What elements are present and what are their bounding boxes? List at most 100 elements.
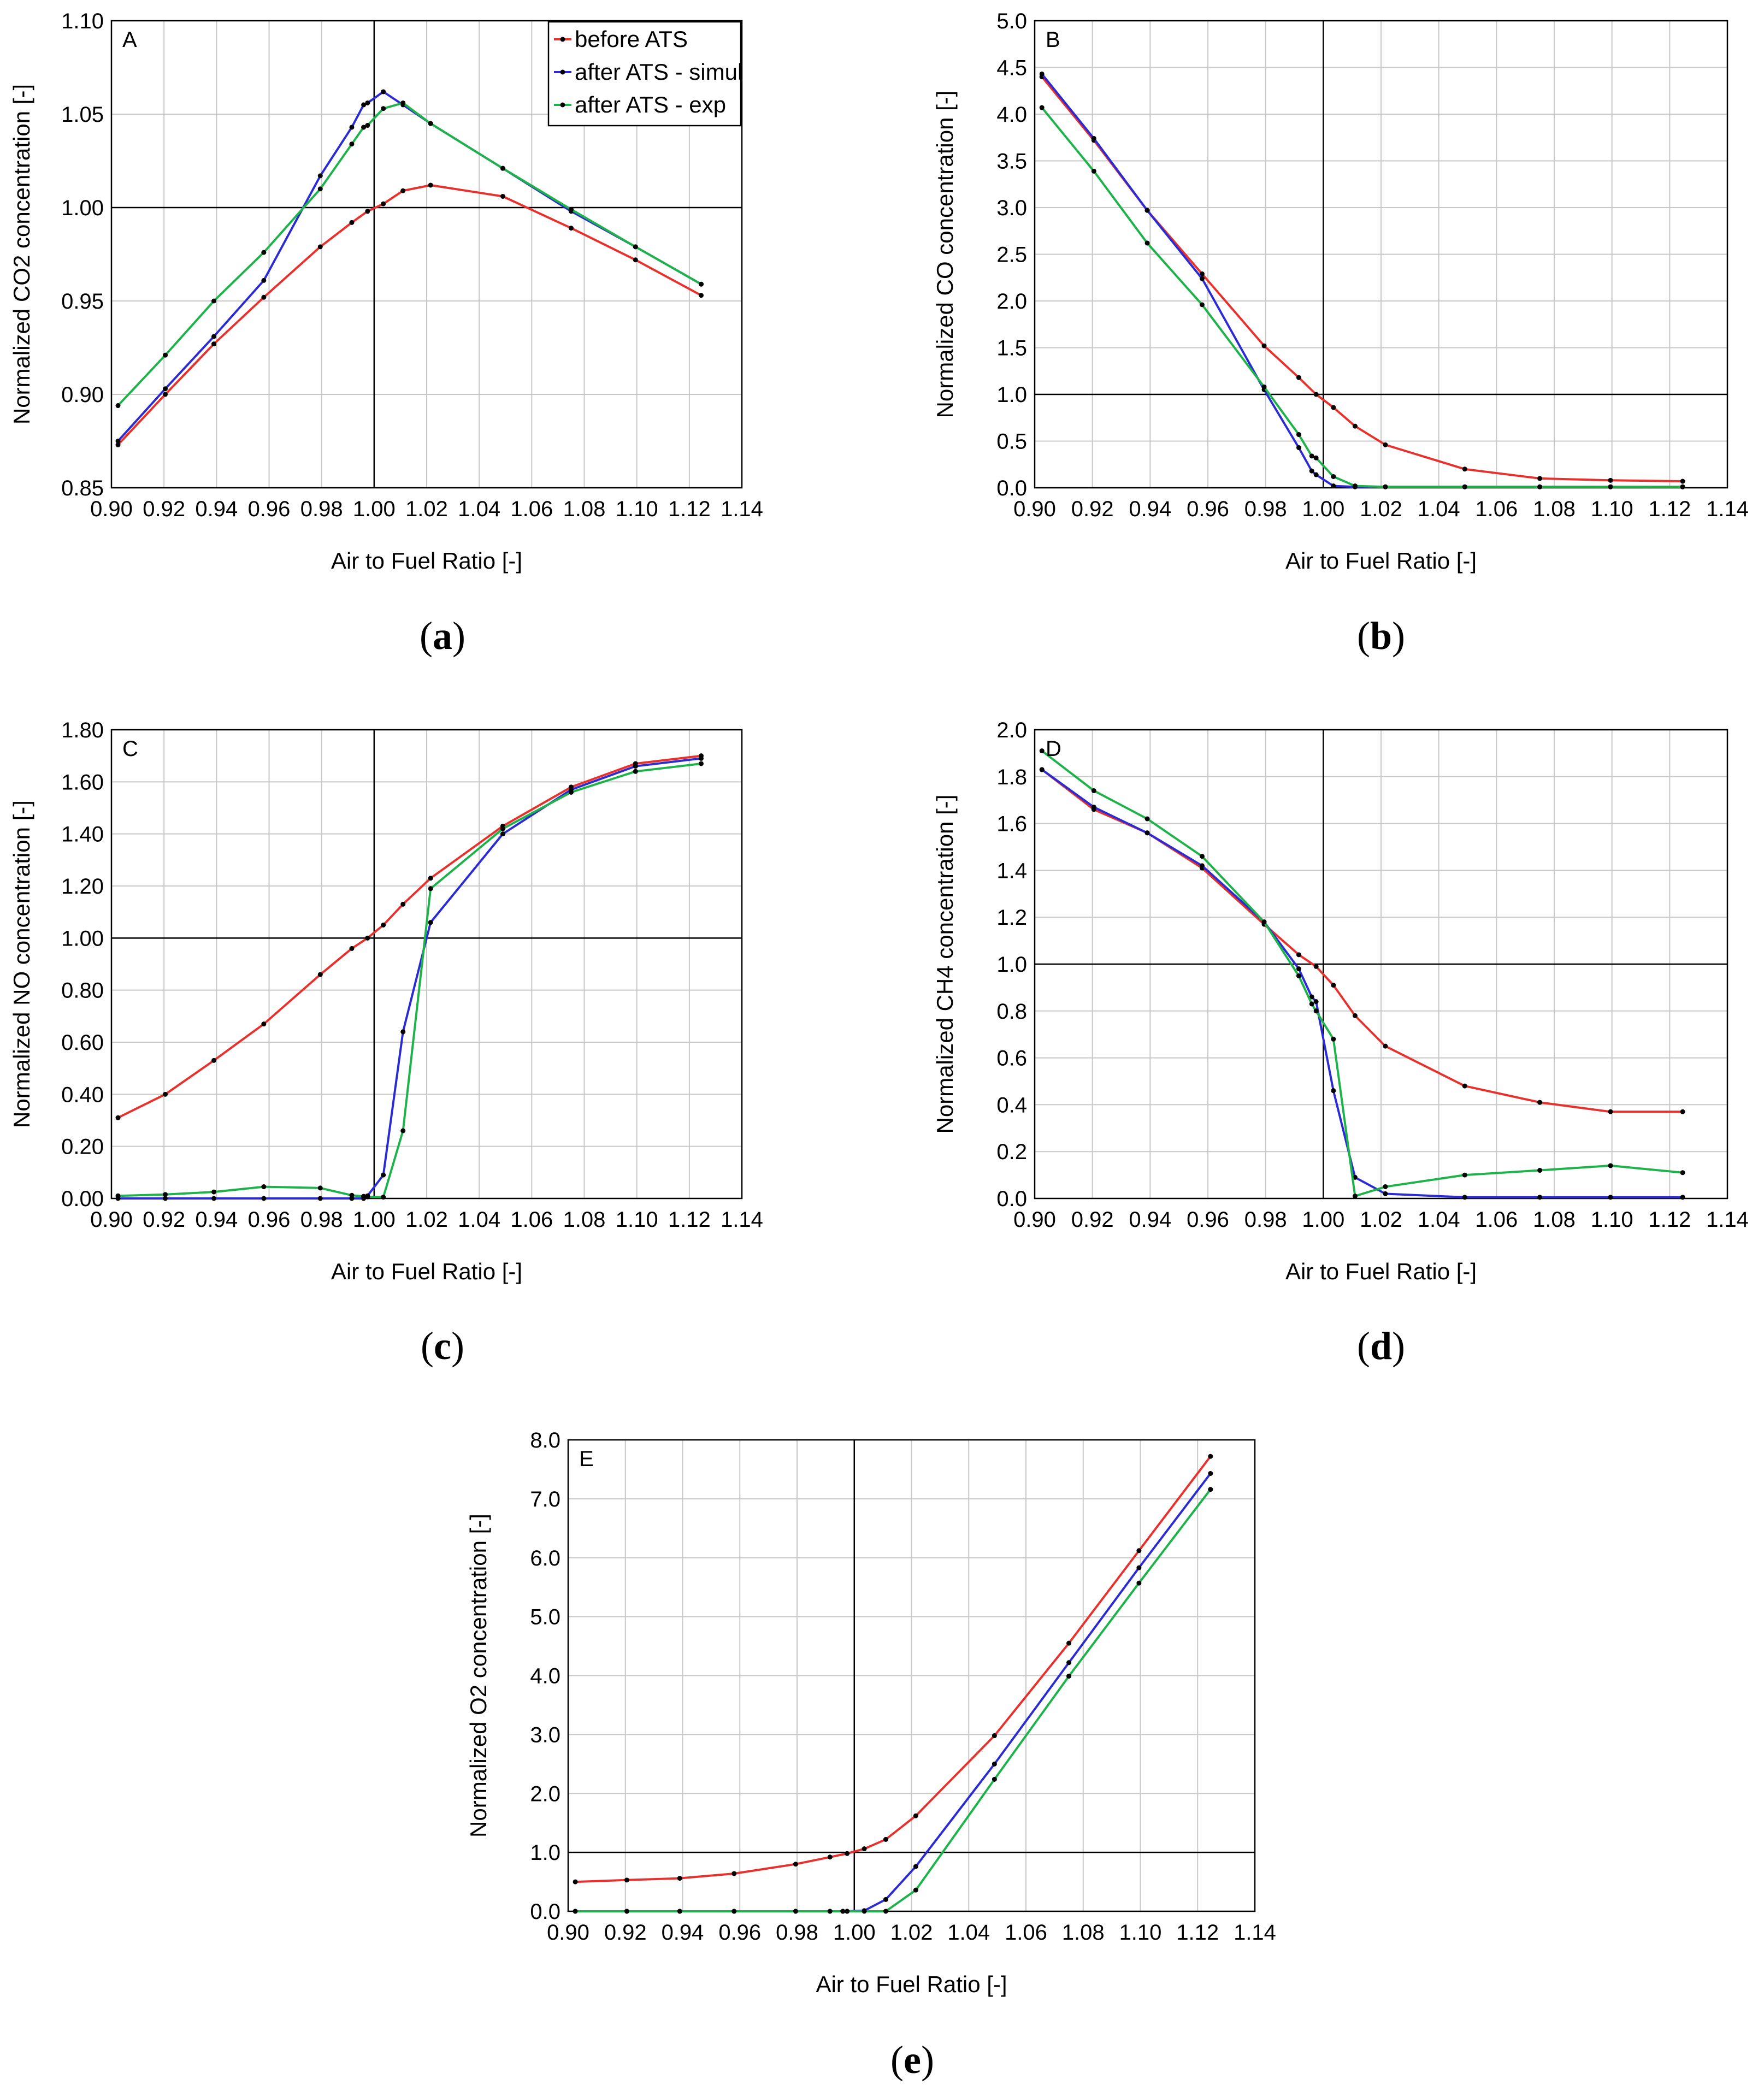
data-point-simul — [1039, 767, 1045, 772]
y-tick-label: 4.0 — [530, 1664, 561, 1688]
y-tick-label: 1.20 — [61, 875, 104, 899]
legend-label-simul: after ATS - simul — [575, 59, 742, 85]
caption-open-paren: ( — [1357, 1324, 1370, 1368]
panel-letter: C — [122, 737, 138, 761]
data-point-exp — [428, 121, 433, 126]
x-tick-label: 1.08 — [1533, 1208, 1576, 1232]
data-point-before — [913, 1813, 918, 1818]
x-tick-label: 1.14 — [1706, 497, 1749, 521]
x-tick-label: 1.00 — [1302, 497, 1344, 521]
data-point-before — [1462, 1083, 1467, 1089]
series-line-before — [117, 754, 701, 1119]
data-point-before — [1537, 476, 1543, 481]
data-point-simul — [317, 1196, 323, 1201]
data-point-before — [845, 1851, 850, 1856]
data-point-simul — [1091, 135, 1096, 141]
caption-open-paren: ( — [890, 2038, 904, 2082]
data-point-before — [1066, 1640, 1072, 1646]
data-point-before — [381, 923, 386, 928]
chart-panel-b: 0.90 0.92 0.94 0.96 0.98 1.00 1.02 1.04 1.06 1.08… — [932, 9, 1749, 658]
y-tick-label: 1.8 — [996, 765, 1027, 789]
data-point-simul — [1309, 994, 1314, 1000]
data-point-simul — [1309, 468, 1314, 474]
data-point-exp — [361, 125, 367, 130]
y-tick-label: 4.0 — [996, 103, 1027, 127]
x-tick-label: 1.04 — [1418, 1208, 1460, 1232]
caption-label: a — [433, 614, 452, 658]
data-point-exp — [1537, 484, 1543, 489]
data-point-exp — [840, 1909, 846, 1914]
y-tick-label: 1.60 — [61, 770, 104, 794]
series-line-before — [117, 184, 702, 446]
x-tick-label: 1.12 — [668, 497, 711, 521]
data-point-simul — [992, 1761, 997, 1767]
data-point-before — [115, 1115, 121, 1120]
data-point-before — [317, 972, 323, 977]
data-point-simul — [163, 1196, 168, 1201]
data-point-before — [1462, 466, 1467, 472]
y-tick-label: 8.0 — [530, 1428, 561, 1452]
data-point-exp — [1331, 1036, 1336, 1042]
data-point-before — [793, 1862, 798, 1867]
x-tick-label: 1.04 — [947, 1921, 990, 1945]
y-tick-label: 1.40 — [61, 823, 104, 847]
data-point-before — [163, 392, 168, 397]
y-tick-label: 0.5 — [996, 430, 1027, 454]
data-point-simul — [365, 100, 370, 105]
data-point-simul — [317, 173, 323, 179]
data-point-simul — [1331, 1088, 1336, 1094]
data-point-exp — [1537, 1168, 1543, 1173]
y-tick-label: 2.0 — [530, 1782, 561, 1806]
data-point-simul — [1208, 1470, 1213, 1476]
data-point-before — [731, 1871, 737, 1876]
data-point-exp — [1261, 919, 1267, 925]
data-point-before — [211, 1058, 217, 1063]
y-tick-label: 0.4 — [996, 1093, 1027, 1117]
data-point-before — [883, 1836, 888, 1842]
data-point-exp — [261, 250, 267, 255]
data-point-exp — [1462, 1172, 1467, 1178]
caption-close-paren: ) — [452, 614, 465, 658]
data-point-exp — [365, 123, 370, 128]
data-point-before — [1537, 1100, 1543, 1105]
legend-label-exp: after ATS - exp — [575, 92, 726, 117]
data-point-simul — [115, 439, 121, 444]
data-point-before — [1608, 477, 1613, 483]
panel-letter: E — [579, 1447, 594, 1471]
data-point-exp — [573, 1909, 578, 1914]
panel-letter: B — [1046, 28, 1060, 52]
data-point-exp — [115, 1193, 121, 1198]
x-tick-label: 1.06 — [1005, 1921, 1047, 1945]
y-tick-label: 1.10 — [61, 9, 104, 33]
y-tick-label: 6.0 — [530, 1546, 561, 1570]
data-point-before — [317, 244, 323, 250]
data-point-before — [115, 442, 121, 447]
data-point-before — [827, 1854, 833, 1860]
data-point-before — [624, 1877, 629, 1883]
plot-frame — [567, 1439, 1256, 1912]
y-tick-label: 0.0 — [996, 476, 1027, 500]
caption-close-paren: ) — [921, 2038, 934, 2082]
data-point-exp — [1199, 854, 1205, 859]
data-point-exp — [1383, 484, 1388, 489]
x-tick-label: 1.00 — [833, 1921, 876, 1945]
data-point-simul — [381, 89, 386, 94]
x-tick-label: 1.14 — [1706, 1208, 1749, 1232]
data-point-before — [1608, 1109, 1613, 1114]
x-tick-label: 1.00 — [1302, 1208, 1344, 1232]
x-tick-label: 0.92 — [143, 497, 185, 521]
data-point-exp — [500, 826, 505, 831]
data-point-before — [1383, 442, 1388, 447]
data-point-exp — [1091, 168, 1096, 174]
x-tick-label: 1.14 — [1234, 1921, 1276, 1945]
x-tick-label: 1.06 — [1475, 1208, 1518, 1232]
x-tick-label: 1.12 — [1176, 1921, 1219, 1945]
y-tick-label: 2.0 — [996, 290, 1027, 314]
panel-caption: (a) — [420, 614, 465, 658]
x-tick-label: 0.94 — [1129, 1208, 1171, 1232]
data-point-before — [261, 1021, 267, 1027]
x-axis-title: Air to Fuel Ratio [-] — [331, 1259, 522, 1284]
y-tick-label: 1.80 — [61, 718, 104, 742]
data-point-exp — [1313, 1008, 1319, 1014]
x-tick-label: 1.06 — [510, 1208, 553, 1232]
